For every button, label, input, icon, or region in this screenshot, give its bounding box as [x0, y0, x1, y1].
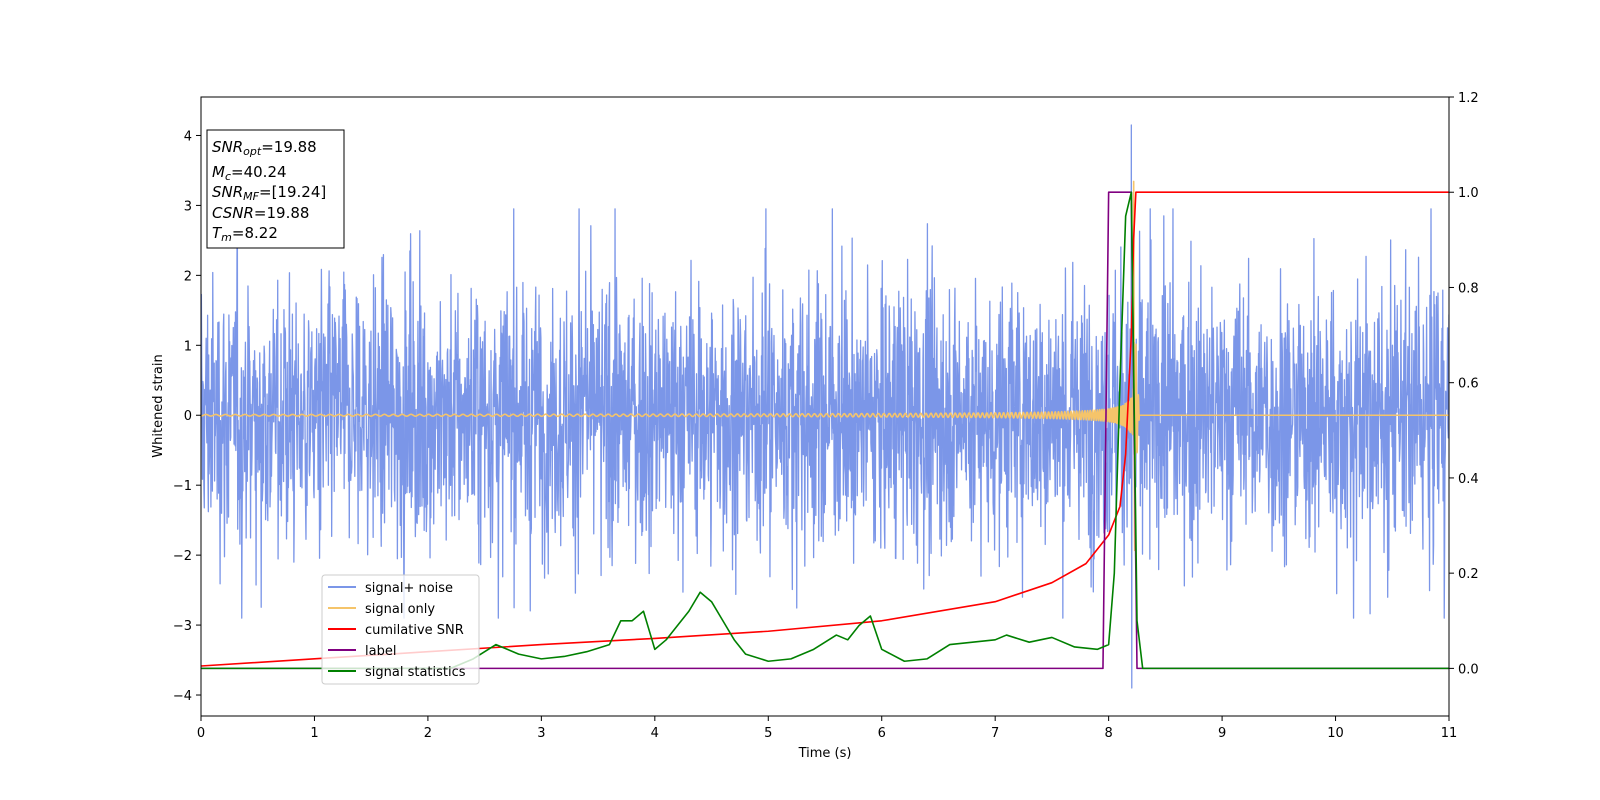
legend-label: signal only [365, 602, 435, 617]
x-axis-label: Time (s) [798, 746, 852, 761]
y-axis-left: −4 −3 −2 −1 0 1 2 3 4 [173, 129, 201, 704]
series-line-1 [201, 180, 1449, 552]
x-axis: 0 1 2 3 4 5 6 7 8 9 10 11 [197, 716, 1457, 741]
legend-label: signal statistics [365, 665, 466, 680]
x-tick-label: 9 [1218, 726, 1226, 741]
info-row-subscript: c [225, 170, 231, 183]
legend-label: signal+ noise [365, 581, 453, 596]
info-row-symbol: SNR [212, 138, 243, 156]
y-tick-label: −4 [173, 689, 192, 704]
x-tick-label: 8 [1104, 726, 1112, 741]
y2-tick-label: 0.4 [1458, 472, 1479, 487]
y2-tick-label: 0.6 [1458, 377, 1479, 392]
series-layer [201, 124, 1449, 689]
info-row: CSNR=19.88 [212, 204, 309, 222]
info-row-symbol: SNR [212, 183, 243, 201]
plot-frame [200, 96, 1450, 717]
info-row-value: =40.24 [231, 163, 287, 181]
x-tick-label: 10 [1327, 726, 1344, 741]
y2-tick-label: 1.0 [1458, 186, 1479, 201]
info-row-subscript: opt [243, 145, 262, 158]
y2-tick-label: 1.2 [1458, 91, 1479, 106]
info-row-value: =19.88 [261, 138, 317, 156]
info-row: Mc=40.24 [212, 163, 287, 183]
info-row-symbol: CSNR [212, 204, 254, 222]
info-row: SNRopt=19.88 [212, 138, 317, 158]
x-tick-label: 4 [651, 726, 659, 741]
series-line-0 [201, 124, 1449, 689]
info-row-value: =8.22 [232, 224, 278, 242]
y-tick-label: 1 [184, 339, 192, 354]
y2-tick-label: 0.8 [1458, 281, 1479, 296]
info-row-value: =19.88 [254, 204, 310, 222]
legend-label: label [365, 644, 396, 659]
x-tick-label: 11 [1441, 726, 1458, 741]
info-row-subscript: m [221, 231, 232, 244]
info-box-frame [206, 129, 345, 249]
x-tick-label: 1 [310, 726, 318, 741]
x-tick-label: 7 [991, 726, 999, 741]
info-row-symbol: M [212, 163, 225, 181]
legend-frame [321, 574, 480, 685]
x-tick-label: 6 [878, 726, 886, 741]
y-tick-label: −3 [173, 619, 192, 634]
x-tick-label: 0 [197, 726, 205, 741]
y-tick-label: −2 [173, 549, 192, 564]
series-line-4 [201, 191, 1449, 670]
legend: signal+ noise signal only cumilative SNR la… [321, 574, 480, 685]
y2-tick-label: 0.2 [1458, 567, 1479, 582]
y2-tick-label: 0.0 [1458, 662, 1479, 677]
y-tick-label: 0 [184, 409, 192, 424]
y-axis-label: Whitened strain [151, 354, 166, 457]
y-tick-label: 2 [184, 269, 192, 284]
y-axis-right: 0.0 0.2 0.4 0.6 0.8 1.0 1.2 [1449, 91, 1479, 677]
y-tick-label: 3 [184, 199, 192, 214]
info-row-symbol: T [212, 224, 223, 242]
info-row: SNRMF=[19.24] [212, 183, 326, 203]
info-row: Tm=8.22 [212, 224, 278, 244]
info-box: SNRopt=19.88Mc=40.24SNRMF=[19.24]CSNR=19… [206, 129, 345, 249]
info-row-value: =[19.24] [259, 183, 326, 201]
info-row-subscript: MF [243, 190, 259, 203]
x-tick-label: 5 [764, 726, 772, 741]
legend-label: cumilative SNR [365, 623, 464, 638]
x-tick-label: 3 [537, 726, 545, 741]
y-tick-label: −1 [173, 479, 192, 494]
x-tick-label: 2 [424, 726, 432, 741]
y-tick-label: 4 [184, 129, 192, 144]
